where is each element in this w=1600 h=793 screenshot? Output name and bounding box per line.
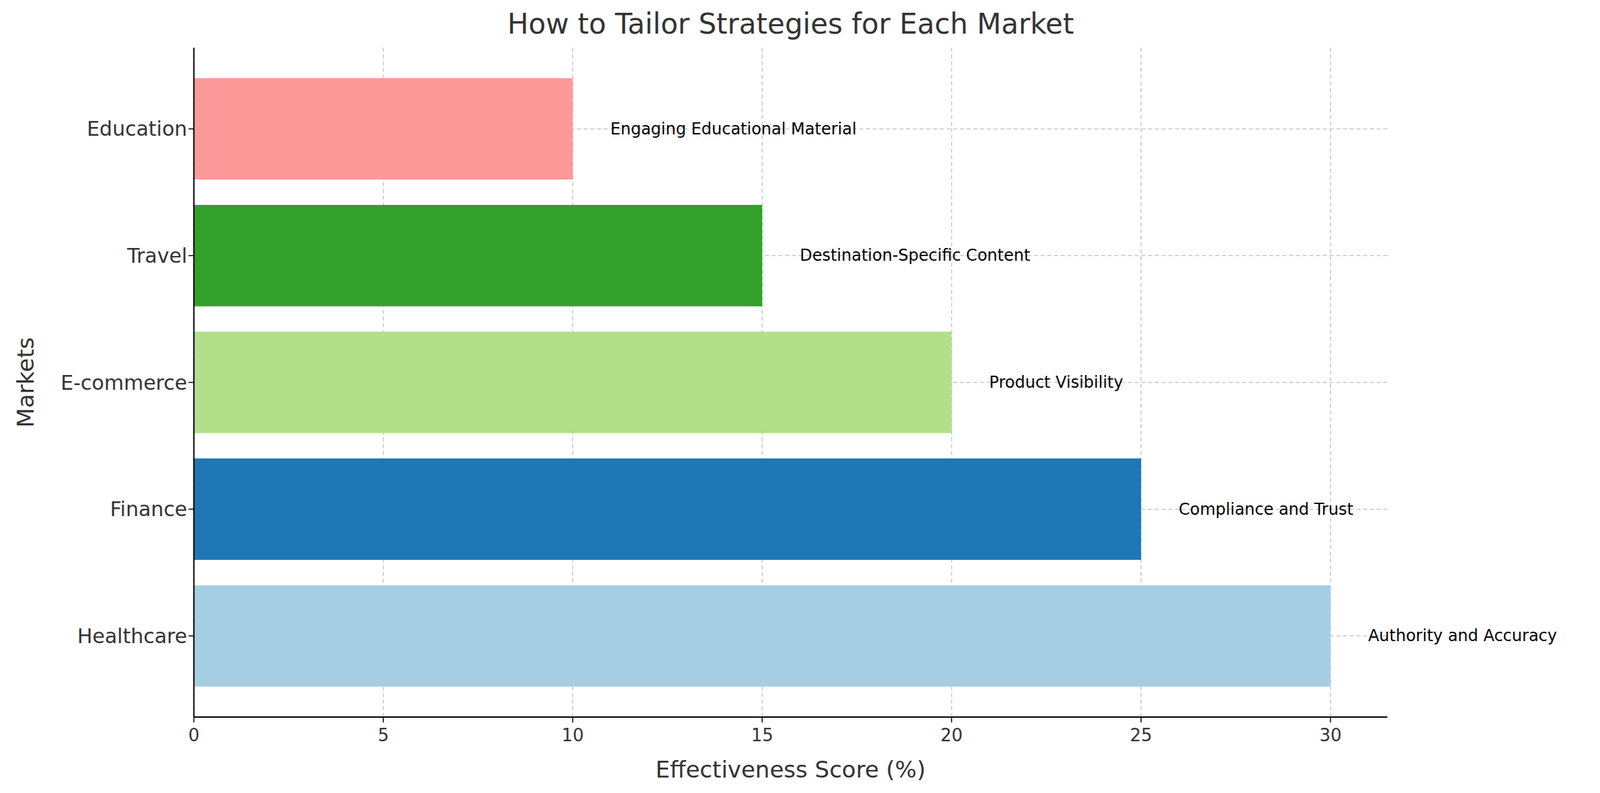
bar [194, 585, 1331, 687]
bar [194, 77, 574, 180]
x-tick-label: 15 [751, 725, 774, 746]
annotation: Engaging Educational Material [610, 119, 857, 139]
x-axis-line [194, 716, 1388, 718]
y-tick-label: E-commerce [60, 370, 187, 395]
annotation: Destination-Specific Content [799, 245, 1031, 265]
bars [194, 77, 1331, 687]
y-tick [188, 635, 195, 638]
annotation: Authority and Accuracy [1368, 626, 1557, 646]
title: How to Tailor Strategies for Each Market [507, 7, 1074, 41]
grid [194, 47, 1388, 718]
y-tick-label: Finance [110, 497, 188, 521]
x-tick-label: 25 [1129, 725, 1152, 746]
annotation: Product Visibility [989, 372, 1123, 392]
bar [194, 458, 1142, 560]
chart: Authority and Accuracy Compliance and Tru… [0, 0, 1600, 793]
y-tick [188, 128, 195, 130]
x-tick-label: 10 [561, 725, 584, 746]
y-tick [188, 381, 195, 384]
annotation: Compliance and Trust [1178, 499, 1354, 519]
bar [194, 204, 763, 307]
x-tick [1329, 717, 1332, 723]
x-tick [572, 717, 574, 723]
x-axis-label: Effectiveness Score (%) [655, 755, 926, 783]
x-tick [193, 717, 195, 723]
x-tick [950, 717, 953, 723]
bar [194, 331, 953, 434]
x-tick-label: 5 [377, 725, 390, 746]
y-tick [188, 508, 195, 511]
y-axis-label: Markets [12, 337, 39, 429]
y-tick-label: Travel [126, 243, 187, 268]
y-tick-label: Education [86, 116, 187, 141]
x-tick [383, 717, 385, 723]
y-tick-label: Healthcare [77, 624, 188, 648]
x-tick [761, 717, 763, 723]
x-tick [1140, 717, 1142, 723]
y-tick [188, 255, 195, 257]
x-tick-label: 20 [940, 725, 963, 746]
x-tick-label: 30 [1319, 725, 1342, 746]
x-tick-label: 0 [188, 725, 200, 746]
